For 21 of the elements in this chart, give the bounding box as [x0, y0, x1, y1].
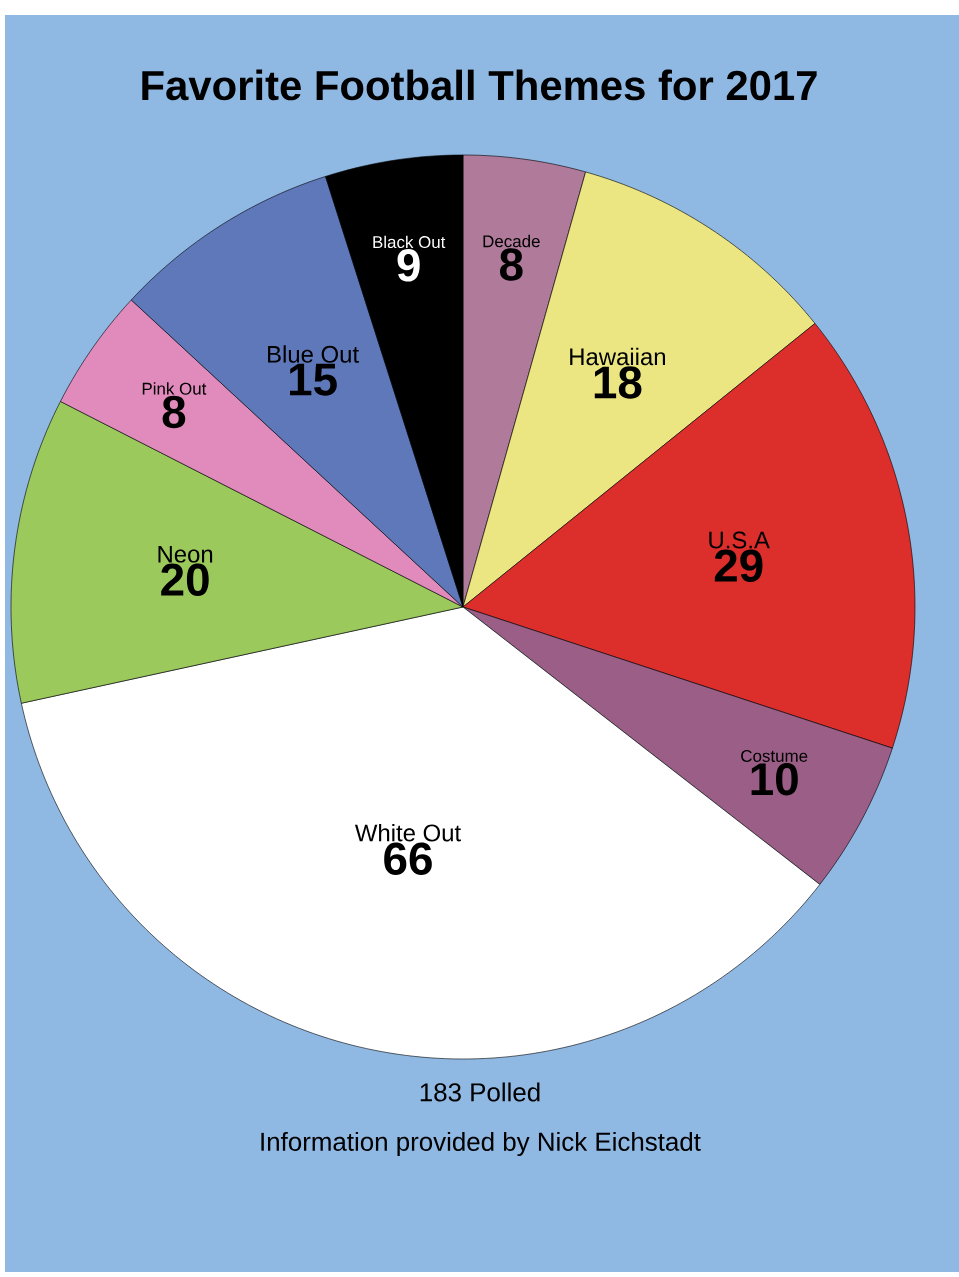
data-label: 8 — [162, 395, 186, 429]
slice-label: Neon — [158, 545, 213, 563]
slice-label: Hawaiian — [570, 347, 665, 366]
data-label: 15 — [290, 363, 337, 396]
slice-label: Pink Out — [142, 382, 207, 395]
data-label: 9 — [397, 249, 420, 282]
data-label: 20 — [161, 563, 209, 597]
slice-label: Costume — [741, 749, 808, 762]
slice-label: Black Out — [373, 235, 446, 249]
slice-label: U.S.A — [709, 531, 770, 549]
data-label: 8 — [500, 248, 523, 281]
slice-label: White Out — [354, 823, 461, 842]
data-label: 29 — [714, 549, 763, 582]
slice-label: Decade — [483, 234, 540, 248]
chart-title: Favorite Football Themes for 2017 — [142, 69, 817, 101]
slice-label: Blue Out — [268, 345, 359, 363]
data-label: 66 — [384, 842, 432, 875]
text: Information provided by Nick Eichstadt — [261, 1131, 701, 1157]
data-label: 18 — [594, 366, 642, 399]
data-label: 10 — [751, 762, 798, 796]
text: 183 Polled — [420, 1082, 540, 1102]
